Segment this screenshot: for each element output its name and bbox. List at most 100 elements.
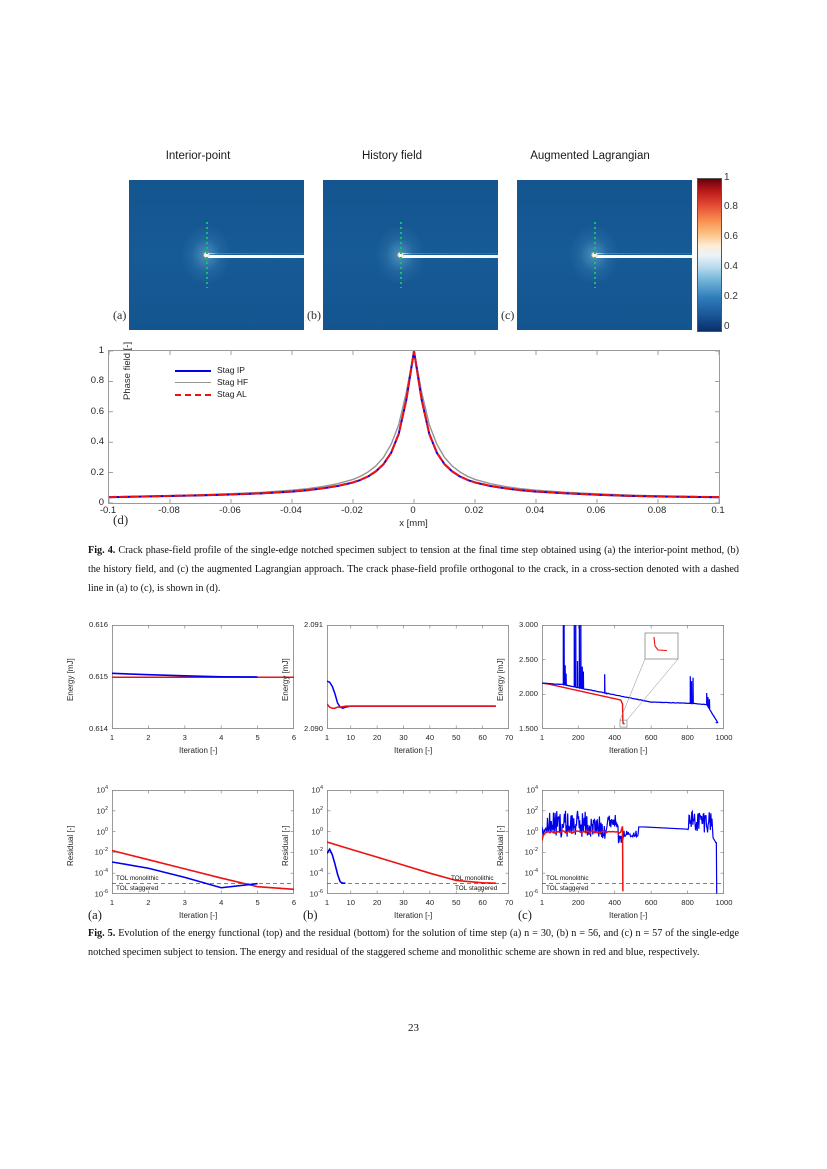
crack-line-red bbox=[206, 252, 304, 255]
colorbar-tick-0: 0 bbox=[724, 321, 730, 332]
ytick-label: 3.000 bbox=[518, 620, 538, 629]
xtick-label: 400 bbox=[608, 898, 622, 907]
xtick-label: 1000 bbox=[715, 898, 733, 907]
plot-area bbox=[542, 790, 724, 894]
xtick-label: 40 bbox=[425, 733, 435, 742]
ytick-label: 104 bbox=[311, 785, 324, 795]
ytick-label: 10-6 bbox=[309, 889, 323, 899]
fig5-residual-plot-b: 1 10 20 30 40 50 60 70 10-6 10-4 10-2 100 102 104 Iter… bbox=[281, 785, 513, 920]
figure4d-ytick: 0.6 bbox=[90, 405, 104, 417]
figure4d-legend-swatch bbox=[175, 382, 211, 383]
y-axis-label: Residual [-] bbox=[281, 825, 290, 866]
subfigure-label-d: (d) bbox=[113, 512, 129, 527]
fig5-energy-plot-a: 1 2 3 4 5 6 0.614 0.615 0.616 Iteration [-] Energy… bbox=[66, 620, 296, 755]
colorbar-tick-1: 1 bbox=[724, 172, 730, 183]
figure4d-line-chart bbox=[108, 350, 720, 504]
y-axis-label: Energy [mJ] bbox=[281, 658, 290, 701]
x-axis-label: Iteration [-] bbox=[394, 746, 433, 755]
figure4d-legend-swatch bbox=[175, 394, 211, 396]
xtick-label: 1 bbox=[109, 733, 115, 742]
subfigure-label-b: (b) bbox=[307, 308, 321, 322]
xtick-label: 800 bbox=[681, 898, 694, 907]
crack-line-white bbox=[594, 255, 692, 258]
xtick-label: 50 bbox=[452, 733, 461, 742]
plot-frame bbox=[327, 625, 509, 729]
figure5-grid: 1 2 3 4 5 6 0.614 0.615 0.616 Iteration [-] Energy… bbox=[0, 600, 827, 930]
xtick-label: 400 bbox=[608, 733, 622, 742]
figure4d-ytick: 1 bbox=[98, 345, 104, 356]
xtick-label: 3 bbox=[182, 733, 187, 742]
figure4d-xtick: -0.06 bbox=[219, 505, 241, 516]
ytick-label: 10-4 bbox=[309, 868, 323, 878]
ytick-label: 10-2 bbox=[309, 847, 323, 857]
figure4d-ytick: 0 bbox=[98, 497, 104, 508]
ytick-label: 10-2 bbox=[524, 847, 538, 857]
x-axis-label: Iteration [-] bbox=[179, 911, 218, 920]
xtick-label: 3 bbox=[182, 898, 187, 907]
xtick-label: 1 bbox=[539, 733, 545, 742]
xtick-label: 1 bbox=[109, 898, 115, 907]
figure4-caption-prefix: Fig. 4. bbox=[88, 545, 116, 556]
xtick-label: 5 bbox=[255, 898, 260, 907]
plot-area bbox=[112, 790, 294, 894]
figure4d-xtick: 0.02 bbox=[464, 505, 484, 516]
xtick-label: 800 bbox=[681, 733, 694, 742]
xtick-label: 70 bbox=[504, 733, 514, 742]
figure4d-ytick: 0.2 bbox=[90, 466, 104, 478]
ytick-label: 2.500 bbox=[518, 654, 538, 664]
xtick-label: 60 bbox=[478, 733, 487, 742]
y-axis-label: Energy [mJ] bbox=[496, 658, 505, 701]
figure4d-plot-area bbox=[109, 351, 719, 503]
plot-area bbox=[542, 625, 724, 729]
figure5-caption-prefix: Fig. 5. bbox=[88, 928, 116, 939]
figure4d-xtick: 0.1 bbox=[711, 505, 725, 516]
ytick-label: 10-4 bbox=[94, 868, 108, 878]
tol-monolithic-label: TOL monolithic bbox=[451, 874, 494, 882]
xtick-label: 30 bbox=[399, 733, 408, 742]
figure4d-xtick: -0.02 bbox=[341, 505, 363, 516]
x-axis-label: Iteration [-] bbox=[609, 911, 648, 920]
ytick-label: 102 bbox=[526, 805, 539, 816]
colorbar-tick-0.2: 0.2 bbox=[724, 291, 738, 302]
cross-section-marker-icon bbox=[594, 222, 596, 288]
ytick-label: 10-6 bbox=[524, 889, 538, 899]
figure4-contour-row: Interior-point (a) History field (b) Aug… bbox=[0, 150, 827, 345]
y-axis-label: Residual [-] bbox=[496, 825, 505, 866]
plot-frame bbox=[542, 790, 724, 894]
panel-title-augmented-lagrangian: Augmented Lagrangian bbox=[530, 150, 650, 162]
colorbar-tick-0.4: 0.4 bbox=[724, 261, 738, 272]
figure4d-xtick: -0.1 bbox=[99, 505, 117, 516]
contour-plot-augmented-lagrangian bbox=[517, 180, 692, 330]
tol-monolithic-label: TOL monolithic bbox=[116, 874, 159, 882]
figure4d-legend-label: Stag IP bbox=[217, 365, 245, 375]
crack-line-red bbox=[594, 252, 692, 255]
xtick-label: 20 bbox=[372, 898, 382, 907]
xtick-label: 40 bbox=[425, 898, 435, 907]
plot-area bbox=[112, 625, 294, 729]
x-axis-label: Iteration [-] bbox=[394, 911, 433, 920]
xtick-label: 600 bbox=[644, 733, 658, 742]
xtick-label: 1 bbox=[539, 898, 545, 907]
xtick-label: 2 bbox=[146, 898, 151, 907]
xtick-label: 20 bbox=[372, 733, 382, 742]
xtick-label: 50 bbox=[452, 898, 461, 907]
fig5-subfigure-label-c: (c) bbox=[518, 908, 532, 922]
xtick-label: 6 bbox=[291, 733, 297, 742]
tol-monolithic-label: TOL monolithic bbox=[546, 874, 589, 882]
tol-staggered-label: TOL staggered bbox=[546, 884, 589, 892]
ytick-label: 2.091 bbox=[303, 620, 323, 629]
page-number: 23 bbox=[408, 1022, 419, 1034]
xtick-label: 10 bbox=[346, 898, 355, 907]
contour-plot-interior-point bbox=[129, 180, 304, 330]
plot-area bbox=[327, 790, 509, 894]
fig5-energy-plot-c: 1 200 400 600 800 1000 1.500 2.000 2.500 3.000 Ite… bbox=[496, 620, 732, 755]
figure4d-xtick: 0 bbox=[410, 505, 416, 516]
colorbar-tick-0.6: 0.6 bbox=[724, 231, 738, 242]
y-axis-label: Residual [-] bbox=[66, 825, 75, 866]
plot-frame bbox=[112, 790, 294, 894]
cross-section-marker-icon bbox=[400, 222, 402, 288]
xtick-label: 60 bbox=[478, 898, 487, 907]
ytick-label: 2.000 bbox=[518, 689, 538, 699]
ytick-label: 0.615 bbox=[88, 672, 108, 681]
ytick-label: 10-6 bbox=[94, 889, 108, 899]
